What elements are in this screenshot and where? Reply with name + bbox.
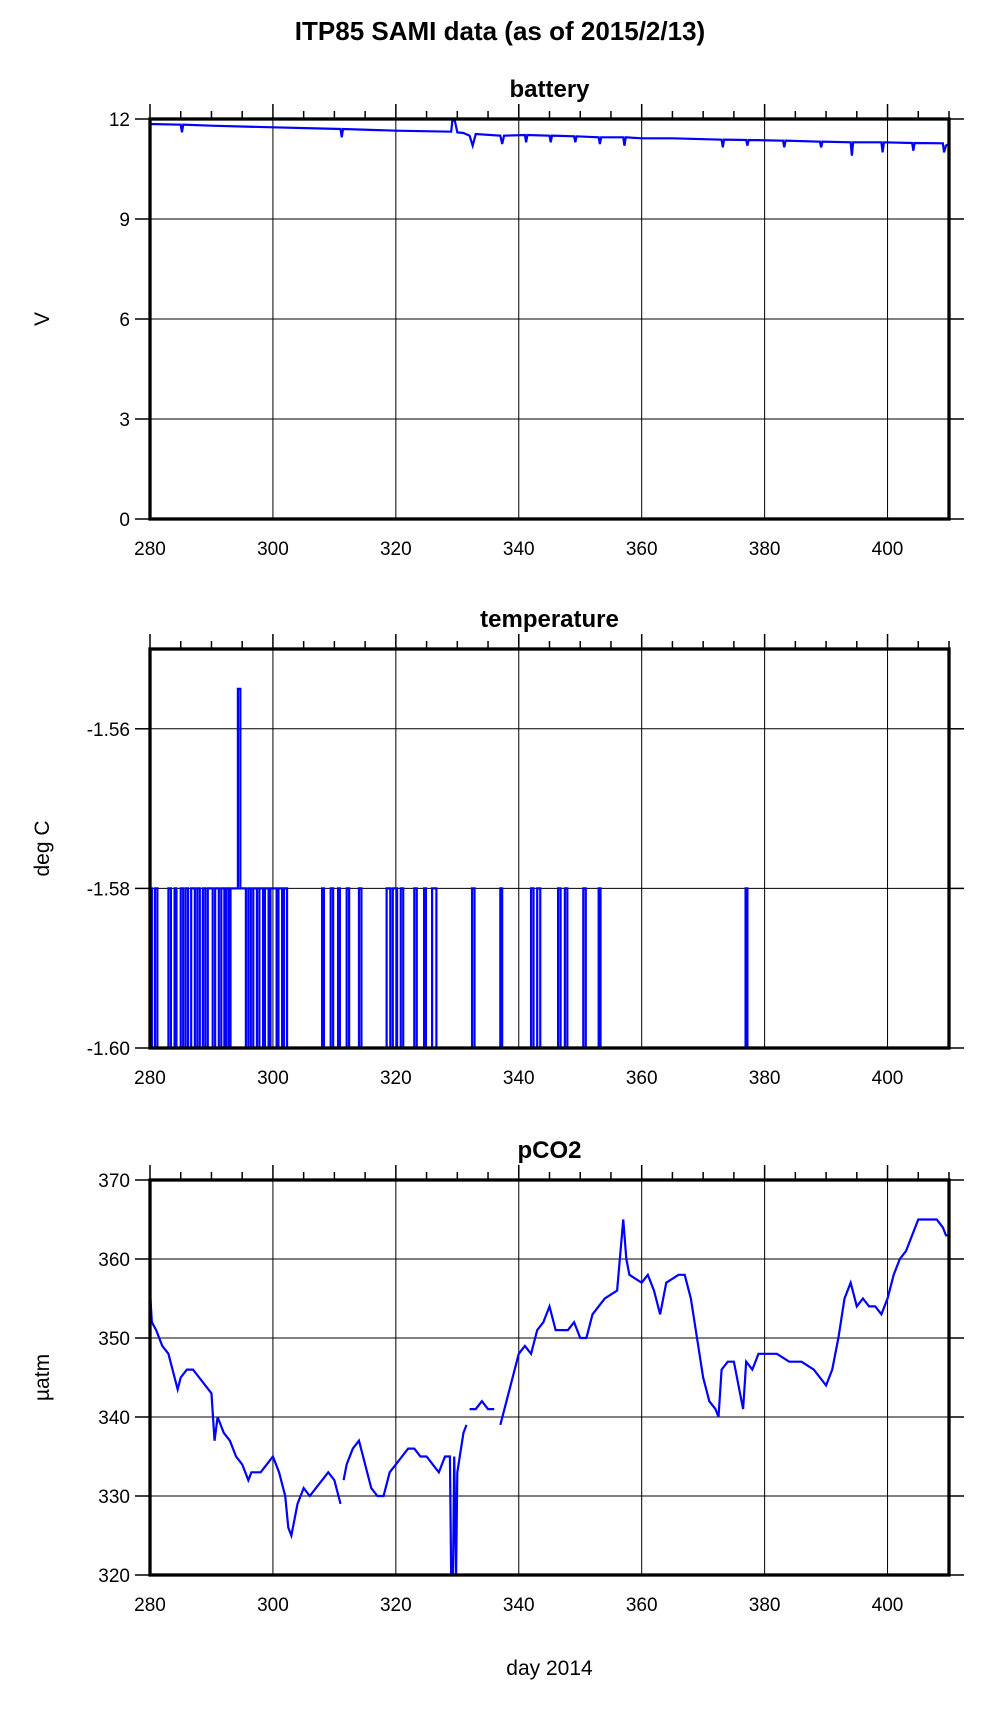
- panel-title: battery: [509, 76, 590, 103]
- data-line: [150, 1290, 342, 1540]
- x-tick-label: 360: [626, 1068, 658, 1089]
- y-tick-label: 320: [98, 1566, 130, 1587]
- y-tick-label: 350: [98, 1329, 130, 1350]
- x-tick-label: 380: [749, 1595, 781, 1616]
- y-tick-label: -1.56: [87, 720, 130, 741]
- y-axis-label: µatm: [31, 1354, 54, 1401]
- y-tick-label: -1.58: [87, 879, 130, 900]
- x-tick-label: 300: [257, 1068, 289, 1089]
- x-tick-label: 280: [134, 1068, 166, 1089]
- panel-pco2: 280 300 320 340 360 380 400 320 330 340 350 360 370 p…: [31, 1137, 964, 1680]
- x-tick-label: 320: [380, 539, 412, 560]
- y-axis-label: deg C: [31, 820, 54, 876]
- plot-frame: [148, 647, 951, 1050]
- x-tick-label: 340: [503, 1595, 535, 1616]
- y-tick-label: 340: [98, 1408, 130, 1429]
- panel-temperature: 280 300 320 340 360 380 400 -1.60 -1.58 -1.56 temp…: [31, 606, 964, 1089]
- x-tick-label: 360: [626, 1595, 658, 1616]
- x-tick-label: 320: [380, 1068, 412, 1089]
- x-tick-label: 300: [257, 1595, 289, 1616]
- x-tick-label: 400: [872, 539, 904, 560]
- plot-frame: [148, 1178, 951, 1577]
- x-tick-label: 400: [872, 1068, 904, 1089]
- chart-title: ITP85 SAMI data (as of 2015/2/13): [294, 16, 706, 46]
- x-tick-label: 320: [380, 1595, 412, 1616]
- x-tick-label: 340: [503, 539, 535, 560]
- panel-battery: 280 300 320 340 360 380 400 0 3 6 9 12 battery V: [31, 76, 964, 560]
- plot-frame: [148, 117, 951, 521]
- x-tick-label: 300: [257, 539, 289, 560]
- x-tick-label: 340: [503, 1068, 535, 1089]
- y-axis-label: V: [31, 312, 54, 326]
- x-tick-label: 380: [749, 1068, 781, 1089]
- y-tick-label: 360: [98, 1250, 130, 1271]
- y-tick-label: -1.60: [87, 1039, 130, 1060]
- y-tick-label: 330: [98, 1487, 130, 1508]
- panel-title: pCO2: [517, 1137, 581, 1164]
- panel-title: temperature: [480, 606, 619, 633]
- y-tick-label: 0: [119, 510, 130, 531]
- data-line: [499, 1218, 949, 1426]
- y-tick-label: 370: [98, 1171, 130, 1192]
- data-line: [342, 1424, 468, 1575]
- data-line: [150, 119, 949, 156]
- x-axis-label: day 2014: [506, 1657, 593, 1680]
- x-tick-label: 380: [749, 539, 781, 560]
- data-line: [469, 1399, 495, 1411]
- y-tick-label: 3: [119, 410, 130, 431]
- data-line: [150, 687, 949, 1048]
- y-tick-label: 6: [119, 310, 130, 331]
- y-tick-label: 12: [109, 110, 130, 131]
- y-tick-label: 9: [119, 210, 130, 231]
- x-tick-label: 280: [134, 1595, 166, 1616]
- x-tick-label: 280: [134, 539, 166, 560]
- x-tick-label: 400: [872, 1595, 904, 1616]
- x-tick-label: 360: [626, 539, 658, 560]
